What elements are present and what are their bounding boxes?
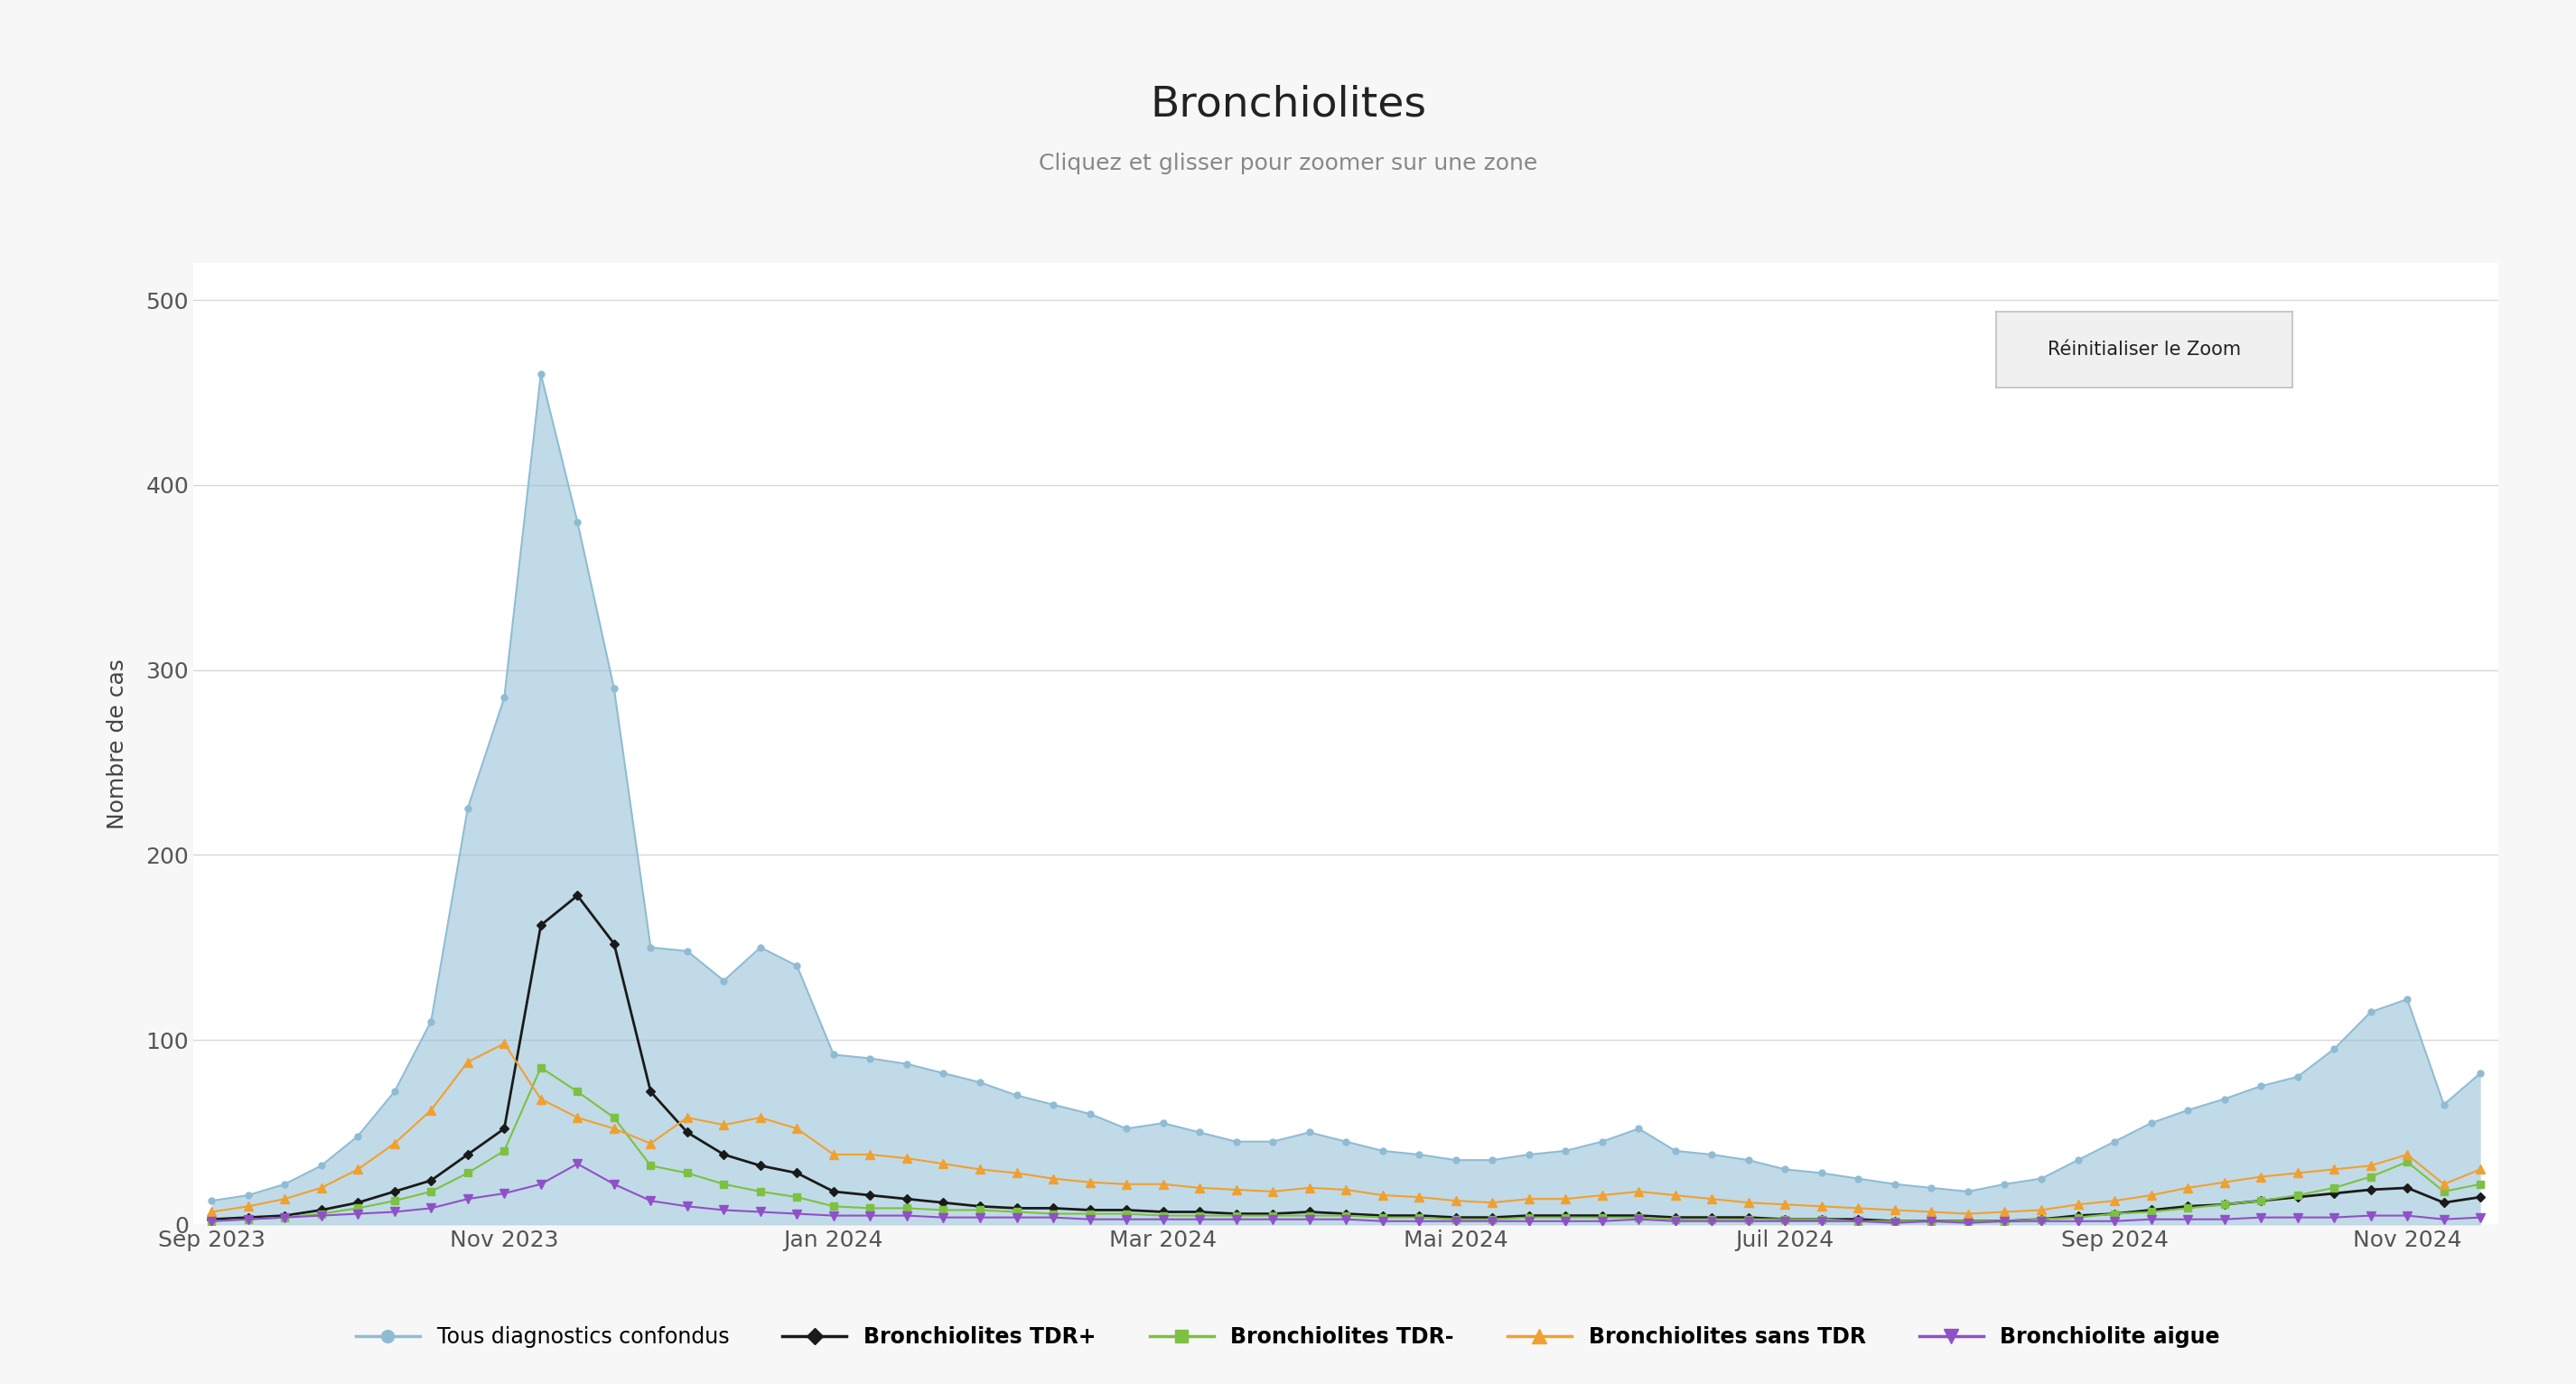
Bronchiolites TDR- (927, 1201, 958, 1218)
Tous diagnostics confondus (2465, 1064, 2496, 1081)
Bronchiolite aigue (1368, 1212, 1399, 1229)
Bronchiolites TDR+ (1293, 1204, 1324, 1221)
Bronchiolite aigue (1806, 1212, 1837, 1229)
Bronchiolite aigue (927, 1210, 958, 1226)
Text: Bronchiolites: Bronchiolites (1149, 84, 1427, 126)
Bronchiolites TDR+ (1880, 1212, 1911, 1229)
Tous diagnostics confondus (927, 1064, 958, 1081)
Bronchiolites TDR- (526, 1059, 556, 1075)
Bronchiolites sans TDR (927, 1156, 958, 1172)
Bronchiolites TDR+ (1806, 1211, 1837, 1228)
Tous diagnostics confondus (1368, 1143, 1399, 1160)
Tous diagnostics confondus (855, 1050, 886, 1067)
Bronchiolite aigue (1880, 1215, 1911, 1232)
Bronchiolites TDR+ (927, 1194, 958, 1211)
Bronchiolite aigue (2465, 1210, 2496, 1226)
Bronchiolite aigue (1293, 1211, 1324, 1228)
Tous diagnostics confondus (2429, 1096, 2460, 1113)
Legend: Tous diagnostics confondus, Bronchiolites TDR+, Bronchiolites TDR-, Bronchiolite: Tous diagnostics confondus, Bronchiolite… (348, 1318, 2228, 1356)
Bronchiolites sans TDR (1806, 1199, 1837, 1215)
Tous diagnostics confondus (1293, 1124, 1324, 1140)
Bronchiolites sans TDR (2465, 1161, 2496, 1178)
Bronchiolites TDR- (1368, 1210, 1399, 1226)
Bronchiolites sans TDR (855, 1146, 886, 1163)
Y-axis label: Nombre de cas: Nombre de cas (106, 659, 129, 829)
Bronchiolites TDR+ (855, 1187, 886, 1204)
Bronchiolites TDR+ (1368, 1207, 1399, 1223)
Line: Bronchiolites sans TDR: Bronchiolites sans TDR (206, 1039, 2486, 1218)
Bronchiolite aigue (562, 1156, 592, 1172)
Line: Bronchiolites TDR+: Bronchiolites TDR+ (209, 893, 2483, 1225)
Bronchiolites TDR+ (562, 887, 592, 904)
Bronchiolites TDR+ (2465, 1189, 2496, 1205)
Bronchiolites sans TDR (1293, 1179, 1324, 1196)
Bronchiolites sans TDR (1953, 1205, 1984, 1222)
Bronchiolites TDR- (855, 1200, 886, 1217)
Line: Bronchiolites TDR-: Bronchiolites TDR- (209, 1064, 2483, 1225)
Tous diagnostics confondus (526, 365, 556, 382)
Bronchiolites sans TDR (1368, 1187, 1399, 1204)
Bronchiolites TDR- (2465, 1176, 2496, 1193)
Tous diagnostics confondus (196, 1193, 227, 1210)
Bronchiolites TDR- (196, 1212, 227, 1229)
Bronchiolites TDR- (2429, 1183, 2460, 1200)
Bronchiolite aigue (2429, 1211, 2460, 1228)
Text: Réinitialiser le Zoom: Réinitialiser le Zoom (2048, 340, 2241, 358)
Tous diagnostics confondus (1806, 1165, 1837, 1182)
Bronchiolite aigue (855, 1207, 886, 1223)
Bronchiolite aigue (196, 1212, 227, 1229)
Bronchiolites sans TDR (2429, 1176, 2460, 1193)
Bronchiolites TDR+ (196, 1211, 227, 1228)
Bronchiolites sans TDR (196, 1204, 227, 1221)
Line: Bronchiolite aigue: Bronchiolite aigue (206, 1160, 2486, 1228)
Bronchiolites TDR+ (2429, 1194, 2460, 1211)
Bronchiolites TDR- (1293, 1207, 1324, 1223)
Bronchiolites TDR- (1806, 1211, 1837, 1228)
Line: Tous diagnostics confondus: Tous diagnostics confondus (209, 371, 2483, 1204)
Bronchiolites sans TDR (489, 1035, 520, 1052)
Text: Cliquez et glisser pour zoomer sur une zone: Cliquez et glisser pour zoomer sur une z… (1038, 152, 1538, 174)
